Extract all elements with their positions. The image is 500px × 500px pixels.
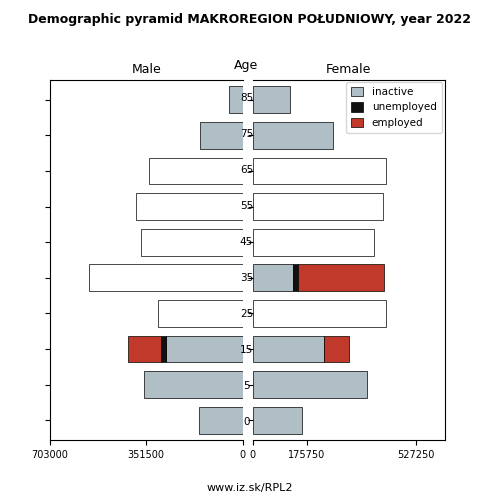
Text: Age: Age — [234, 59, 258, 72]
Text: 35: 35 — [240, 273, 253, 283]
Bar — [252, 407, 302, 434]
Bar — [200, 122, 242, 148]
Text: www.iz.sk/RPL2: www.iz.sk/RPL2 — [207, 482, 293, 492]
Text: 25: 25 — [240, 309, 253, 319]
Text: Demographic pyramid MAKROREGION POŁUDNIOWY, year 2022: Demographic pyramid MAKROREGION POŁUDNIO… — [28, 12, 471, 26]
Bar — [128, 336, 161, 362]
Bar — [252, 158, 386, 184]
Bar — [293, 264, 298, 291]
Bar — [198, 407, 242, 434]
Bar — [252, 122, 333, 148]
Title: Female: Female — [326, 63, 372, 76]
Bar — [252, 193, 383, 220]
Bar — [324, 336, 349, 362]
Legend: inactive, unemployed, employed: inactive, unemployed, employed — [346, 82, 442, 133]
Text: 15: 15 — [240, 345, 253, 355]
Bar — [252, 264, 293, 291]
Bar — [144, 372, 242, 398]
Text: 5: 5 — [243, 381, 250, 391]
Text: 55: 55 — [240, 201, 253, 211]
Bar — [252, 229, 374, 256]
Bar — [166, 336, 242, 362]
Text: 0: 0 — [243, 417, 250, 427]
Text: 85: 85 — [240, 93, 253, 103]
Bar — [298, 264, 384, 291]
Bar — [136, 193, 242, 220]
Title: Male: Male — [132, 63, 161, 76]
Bar — [252, 372, 368, 398]
Text: 45: 45 — [240, 237, 253, 247]
Text: 65: 65 — [240, 165, 253, 175]
Bar — [229, 86, 242, 113]
Bar — [89, 264, 242, 291]
Bar — [141, 229, 242, 256]
Text: 75: 75 — [240, 129, 253, 139]
Bar — [252, 300, 386, 327]
Bar — [150, 158, 242, 184]
Bar — [252, 336, 324, 362]
Bar — [158, 300, 242, 327]
Bar — [161, 336, 166, 362]
Bar — [252, 86, 290, 113]
